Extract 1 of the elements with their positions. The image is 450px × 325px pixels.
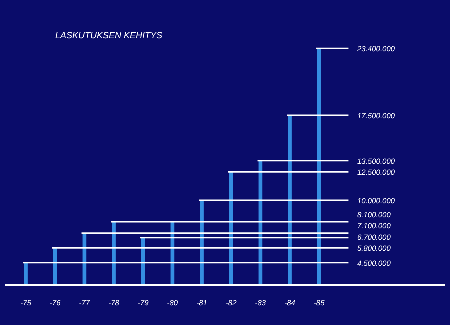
chart-title: LASKUTUKSEN KEHITYS <box>56 30 163 40</box>
